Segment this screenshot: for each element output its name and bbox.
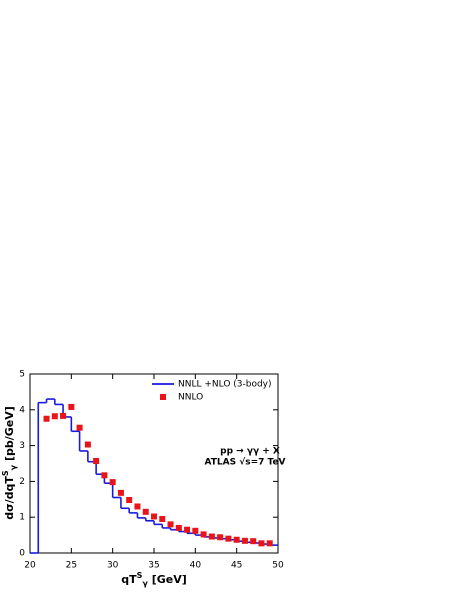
data-point bbox=[84, 441, 91, 448]
x-label-main: qT bbox=[121, 573, 137, 586]
y-tick-label: 4 bbox=[19, 405, 25, 415]
legend-label: NNLO bbox=[178, 393, 203, 403]
data-point bbox=[159, 515, 166, 522]
data-point bbox=[175, 524, 182, 531]
x-label-unit: [GeV] bbox=[148, 573, 187, 586]
data-point bbox=[126, 497, 133, 504]
x-tick-label: 30 bbox=[107, 561, 119, 571]
x-tick-label: 40 bbox=[190, 561, 202, 571]
data-point bbox=[250, 538, 257, 545]
data-point bbox=[258, 540, 265, 547]
data-point bbox=[225, 535, 232, 542]
x-axis-label: qTSγ [GeV] bbox=[121, 571, 187, 588]
data-point bbox=[68, 403, 75, 410]
data-point bbox=[192, 527, 199, 534]
data-point bbox=[200, 531, 207, 538]
y-tick-label: 5 bbox=[19, 370, 25, 380]
data-point bbox=[60, 412, 67, 419]
x-label-sub: γ bbox=[142, 579, 148, 588]
data-point bbox=[142, 508, 149, 515]
y-tick-label: 0 bbox=[19, 549, 25, 559]
data-point bbox=[93, 457, 100, 464]
data-point bbox=[167, 521, 174, 528]
data-point bbox=[217, 534, 224, 541]
annotation: pp → γγ + X bbox=[220, 447, 280, 457]
data-point bbox=[241, 537, 248, 544]
x-tick-label: 50 bbox=[272, 561, 284, 571]
data-point bbox=[43, 415, 50, 422]
y-tick-label: 3 bbox=[19, 441, 25, 451]
x-label-sup: S bbox=[137, 571, 143, 580]
x-tick-label: 25 bbox=[66, 561, 77, 571]
x-tick-label: 45 bbox=[231, 561, 242, 571]
data-point bbox=[233, 536, 240, 543]
y-label-main: dσ/dqT bbox=[3, 476, 16, 520]
legend-label: NNLL +NLO (3-body) bbox=[178, 380, 272, 390]
data-point bbox=[117, 489, 124, 496]
data-point bbox=[184, 526, 191, 533]
annotation: ATLAS √s=7 TeV bbox=[204, 457, 285, 468]
data-point bbox=[51, 413, 58, 420]
data-point bbox=[76, 424, 83, 431]
data-point bbox=[151, 513, 157, 520]
y-tick-label: 1 bbox=[19, 513, 25, 523]
x-tick-label: 35 bbox=[148, 561, 159, 571]
y-tick-label: 2 bbox=[19, 477, 25, 487]
data-point bbox=[109, 479, 116, 486]
y-axis-label: dσ/dqTSγ [pb/GeV] bbox=[1, 406, 18, 520]
data-point bbox=[101, 472, 108, 479]
data-point bbox=[266, 540, 273, 547]
data-point bbox=[134, 503, 141, 510]
data-point bbox=[208, 533, 215, 540]
legend-marker bbox=[160, 394, 166, 400]
y-label-unit: [pb/GeV] bbox=[3, 406, 16, 465]
y-label-sub: γ bbox=[9, 464, 18, 470]
y-label-sup: S bbox=[1, 470, 10, 476]
x-tick-label: 20 bbox=[24, 561, 36, 571]
